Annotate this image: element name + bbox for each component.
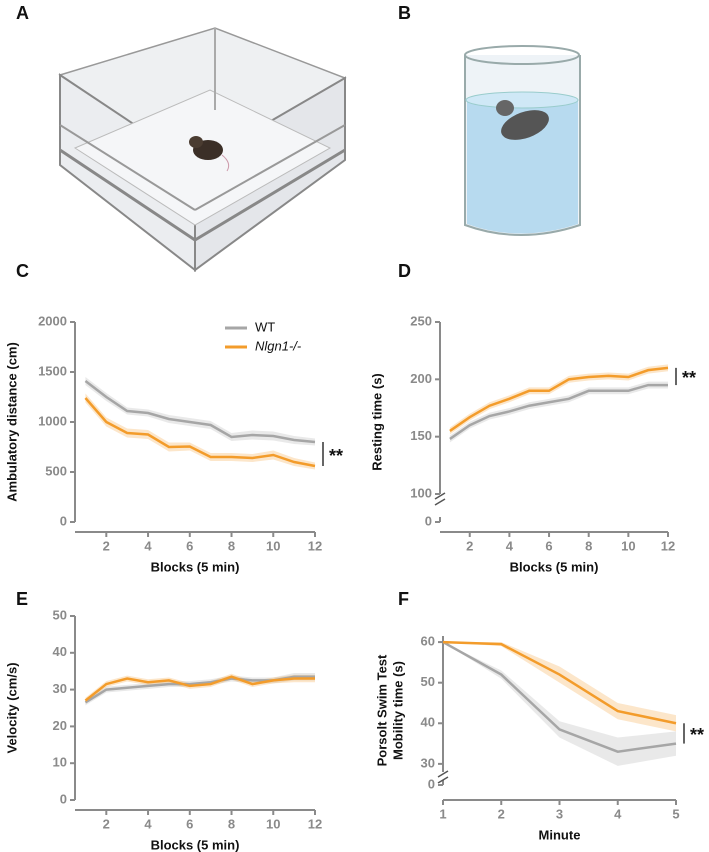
x-axis-label: Blocks (5 min): [510, 559, 599, 574]
legend-label: Nlgn1-/-: [255, 338, 302, 353]
significance-label: **: [690, 725, 704, 745]
x-tick-label: 4: [614, 806, 622, 821]
y-tick-label: 0: [60, 791, 67, 806]
x-tick-label: 6: [186, 816, 193, 831]
y-tick-label: 60: [421, 634, 435, 649]
axis-break: [434, 498, 446, 506]
x-tick-label: 4: [506, 538, 514, 553]
x-axis-label: Blocks (5 min): [151, 837, 240, 852]
x-tick-label: 8: [585, 538, 592, 553]
panel-label: C: [16, 261, 29, 281]
y-tick-label: 0: [60, 513, 67, 528]
panel-label: B: [398, 3, 411, 23]
legend-label: WT: [255, 319, 275, 334]
open-field-illustration: [58, 27, 347, 273]
series-line: [84, 380, 316, 444]
y-tick-label: 50: [421, 674, 435, 689]
x-tick-label: 8: [228, 816, 235, 831]
y-tick-label: 30: [53, 681, 67, 696]
y-axis-label: Ambulatory distance (cm): [4, 342, 19, 502]
series-line: [442, 640, 677, 753]
y-tick-label: 40: [421, 715, 435, 730]
series-line: [449, 366, 669, 432]
x-tick-label: 2: [103, 816, 110, 831]
series-line: [449, 383, 668, 440]
error-band: [85, 377, 315, 446]
significance-label: **: [682, 368, 696, 388]
y-tick-label: 100: [410, 485, 432, 500]
x-tick-label: 4: [144, 816, 152, 831]
y-axis-label: Porsolt Swim Test: [374, 654, 389, 766]
x-tick-label: 3: [556, 806, 563, 821]
axis-break: [434, 492, 446, 500]
y-tick-label: 40: [53, 644, 67, 659]
x-tick-label: 1: [439, 806, 446, 821]
error-band: [449, 381, 668, 443]
series-line: [84, 675, 315, 702]
y-tick-label: 200: [410, 371, 432, 386]
x-axis-label: Minute: [539, 827, 581, 842]
y-tick-label: 1500: [38, 363, 67, 378]
y-tick-label: 0: [428, 776, 435, 791]
y-tick-label: 150: [410, 428, 432, 443]
y-tick-label: 0: [425, 513, 432, 528]
x-tick-label: 6: [545, 538, 552, 553]
x-tick-label: 12: [308, 538, 322, 553]
series-line: [84, 397, 316, 468]
x-tick-label: 4: [144, 538, 152, 553]
x-tick-label: 2: [466, 538, 473, 553]
y-tick-label: 2000: [38, 313, 67, 328]
panel-label: E: [16, 589, 28, 609]
panel-label: F: [398, 589, 409, 609]
y-tick-label: 500: [45, 463, 67, 478]
y-tick-label: 30: [421, 755, 435, 770]
y-tick-label: 50: [53, 607, 67, 622]
panel-label: D: [398, 261, 411, 281]
y-tick-label: 10: [53, 755, 67, 770]
panel-label: A: [16, 3, 29, 23]
series-line: [442, 640, 677, 725]
x-tick-label: 10: [266, 538, 280, 553]
y-tick-label: 250: [410, 313, 432, 328]
axis-break: [437, 770, 449, 778]
x-tick-label: 12: [308, 816, 322, 831]
significance-label: **: [329, 446, 343, 466]
error-band: [443, 642, 676, 732]
axis-break: [437, 776, 449, 784]
y-tick-label: 1000: [38, 413, 67, 428]
error-band: [443, 642, 676, 766]
x-tick-label: 10: [621, 538, 635, 553]
y-tick-label: 20: [53, 718, 67, 733]
y-axis-label: Mobility time (s): [390, 661, 405, 760]
swim-test-illustration: [464, 45, 581, 236]
x-tick-label: 6: [186, 538, 193, 553]
x-tick-label: 8: [228, 538, 235, 553]
x-tick-label: 2: [103, 538, 110, 553]
y-axis-label: Velocity (cm/s): [4, 662, 19, 753]
x-tick-label: 10: [266, 816, 280, 831]
x-tick-label: 5: [672, 806, 679, 821]
y-axis-label: Resting time (s): [369, 373, 384, 471]
x-axis-label: Blocks (5 min): [151, 559, 240, 574]
x-tick-label: 12: [661, 538, 675, 553]
x-tick-label: 2: [498, 806, 505, 821]
